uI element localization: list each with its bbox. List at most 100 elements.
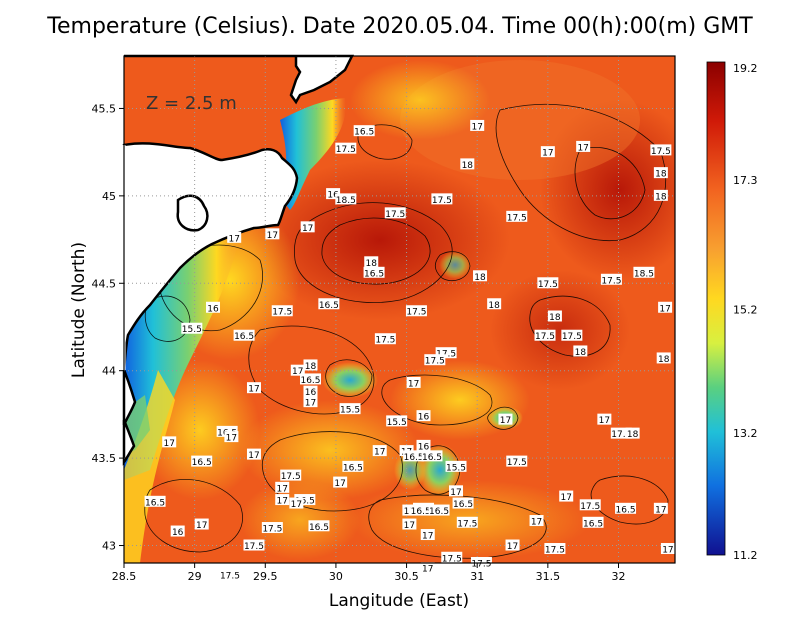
contour-label-text: 16.5 <box>404 453 424 463</box>
contour-label: 16.5 <box>403 450 425 463</box>
contour-label-box <box>406 376 421 388</box>
contour-label: 16.5 <box>308 520 330 533</box>
contour-label-text: 18.5 <box>634 269 654 279</box>
contour-label-text: 16.5 <box>429 507 449 517</box>
contour-label: 18.5 <box>335 193 357 206</box>
contour-label-box <box>308 520 330 532</box>
contour-label-box <box>625 427 640 439</box>
contour-label: 16.5 <box>353 125 375 138</box>
contour-label: 16 <box>326 188 341 201</box>
contour-label: 16.5 <box>318 298 340 311</box>
contour-label: 17 <box>559 490 574 503</box>
contour-label-box <box>384 207 406 219</box>
contour-label-text: 17 <box>404 521 415 531</box>
depth-label: Z = 2.5 m <box>146 93 237 114</box>
y-tick-label: 44 <box>102 365 116 378</box>
y-axis-label: Latitude (North) <box>69 242 89 378</box>
contour-label: 16 <box>416 439 431 452</box>
contour-label-box <box>372 445 387 457</box>
contour-label: 16.5 <box>410 504 432 517</box>
contour-label: 16.5 <box>342 460 364 473</box>
contour-label: 16.5 <box>428 504 450 517</box>
x-tick-label: 30.5 <box>394 570 419 583</box>
contour-label-text: 17 <box>500 416 511 426</box>
contour-label: 17.5 <box>405 305 427 318</box>
contour-label: 17.5 <box>544 543 566 556</box>
contour-label-text: 17 <box>422 532 433 542</box>
contour-label-text: 17.5 <box>272 308 292 318</box>
contour-label-text: 17.5 <box>535 332 555 342</box>
x-axis-label: Langitude (East) <box>329 591 469 611</box>
contour-label-box <box>540 146 555 158</box>
contour-label-box <box>342 460 364 472</box>
contour-label-box <box>224 431 239 443</box>
contour-label-box <box>534 329 556 341</box>
contour-label: 17.5 <box>537 277 559 290</box>
contour-label: 17.5 <box>335 142 357 155</box>
contour-label: 17 <box>227 231 242 244</box>
contour-label: 17.5 <box>271 305 293 318</box>
contour-label-box <box>610 427 632 439</box>
contour-label-text: 16.5 <box>364 269 384 279</box>
contour-label-text: 17 <box>408 379 419 389</box>
contour-label-box <box>597 413 612 425</box>
contour-label-text: 17 <box>292 367 303 377</box>
contour-label-text: 17 <box>659 304 670 314</box>
contour-label-box <box>353 125 375 137</box>
contour-label: 18 <box>625 427 640 440</box>
contour-label: 17.5 <box>384 207 406 220</box>
contour-label-text: 17 <box>196 521 207 531</box>
contour-label-text: 17 <box>267 231 278 241</box>
contour-label: 17 <box>402 518 417 531</box>
contour-label-box <box>600 273 622 285</box>
contour-label: 17 <box>224 431 239 444</box>
contour-label: 18.5 <box>633 266 655 279</box>
contour-label-box <box>579 499 601 511</box>
colorbar-tick-label: 19.2 <box>733 62 758 75</box>
contour-label-text: 17.5 <box>385 210 405 220</box>
contour-label: 15.5 <box>181 322 203 335</box>
contour-label-box <box>275 494 290 506</box>
x-tick-label: 31 <box>470 570 484 583</box>
contour-label: 17 <box>420 562 435 575</box>
contour-label-text: 18 <box>655 170 667 180</box>
contour-label-text: 16.5 <box>422 453 442 463</box>
contour-label-text: 17.5 <box>406 308 426 318</box>
contour-label: 17.5 <box>243 539 265 552</box>
contour-label-box <box>246 448 261 460</box>
contour-label-text: 18 <box>462 161 474 171</box>
contour-label-text: 16 <box>172 528 184 538</box>
contour-label-box <box>633 266 655 278</box>
contour-label-box <box>402 518 417 530</box>
contour-label: 17 <box>505 539 520 552</box>
contour-label-text: 17 <box>248 451 259 461</box>
contour-label: 17 <box>660 543 675 556</box>
contour-label: 17 <box>275 481 290 494</box>
contour-label-text: 16.5 <box>616 505 636 515</box>
contour-label: 15.5 <box>445 460 467 473</box>
contour-label-box <box>460 158 475 170</box>
colorbar-ticks: 19.2 17.3 15.2 13.2 11.2 <box>733 62 758 562</box>
contour-label-text: 17.5 <box>471 560 491 570</box>
contour-label-text: 18 <box>658 355 670 365</box>
colorbar-tick-label: 11.2 <box>733 549 758 562</box>
contour-label-box <box>487 298 502 310</box>
contour-label-text: 17.5 <box>262 525 282 535</box>
contour-label: 17 <box>449 485 464 498</box>
contour-label-box <box>470 119 485 131</box>
contour-label-box <box>424 354 446 366</box>
x-tick-label: 29.5 <box>253 570 278 583</box>
contour-label: 17 <box>246 448 261 461</box>
contour-label: 17.5 <box>650 144 672 157</box>
contour-label-box <box>144 495 166 507</box>
contour-label-box <box>170 525 185 537</box>
contour-label: 17.5 <box>441 551 463 564</box>
contour-label: 16.5 <box>294 494 316 507</box>
contour-label: 17 <box>540 146 555 159</box>
contour-label-text: 18 <box>627 430 639 440</box>
x-tick-label: 28.5 <box>112 570 137 583</box>
contour-label-text: 17 <box>577 143 588 153</box>
contour-label: 17 <box>372 445 387 458</box>
contour-label-box <box>441 551 463 563</box>
contour-label-box <box>294 494 316 506</box>
